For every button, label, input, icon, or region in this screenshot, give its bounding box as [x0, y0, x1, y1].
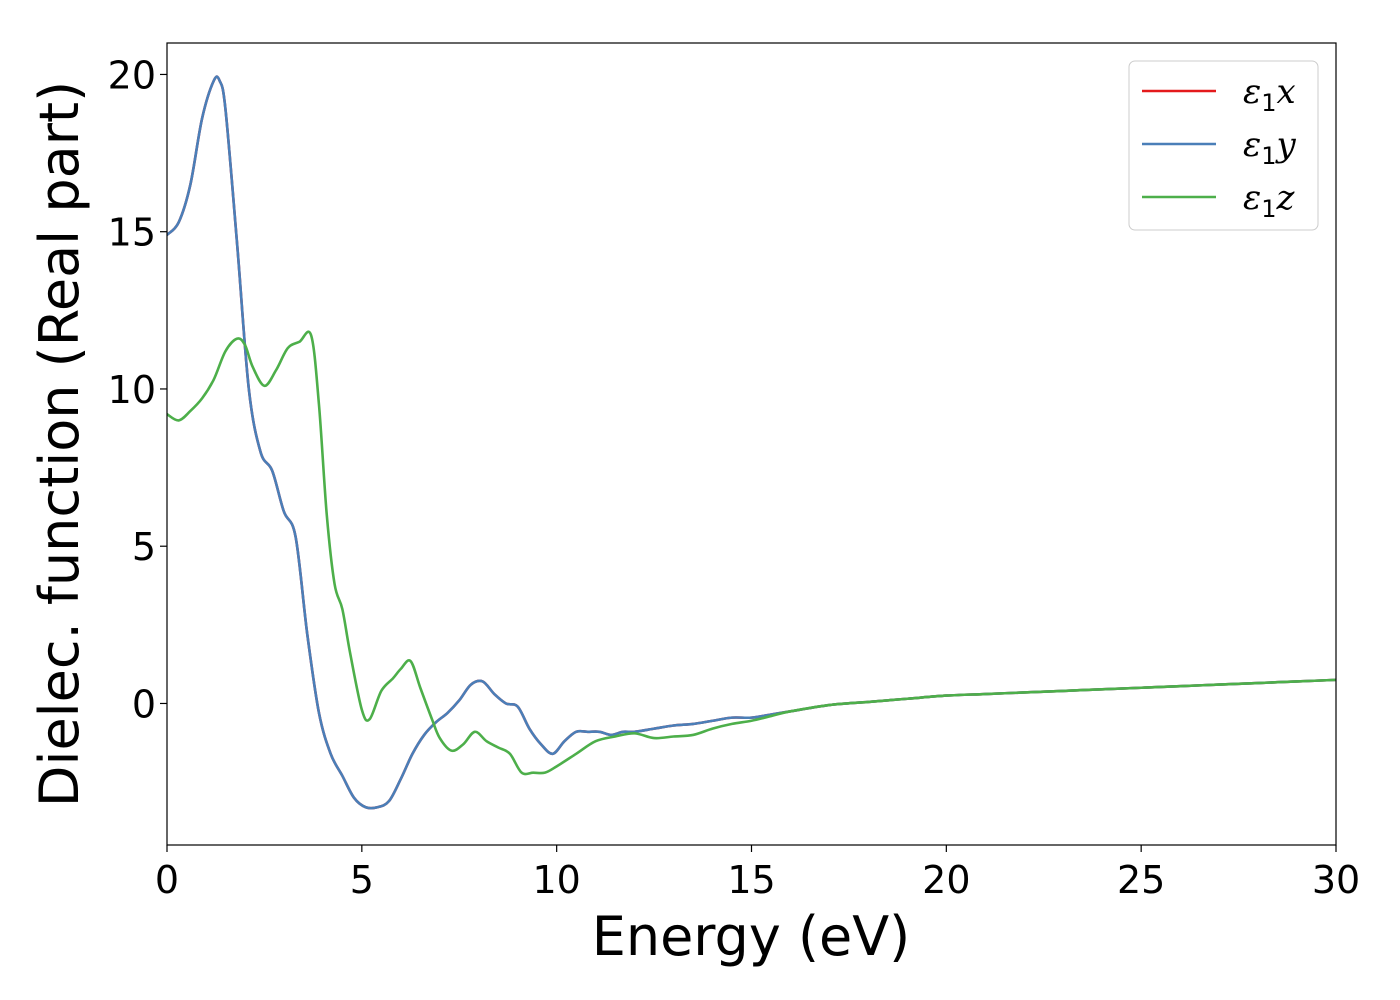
- legend-label-z: ε1z: [1243, 178, 1296, 223]
- x-tick-label: 10: [532, 858, 580, 902]
- legend-box: [1128, 60, 1319, 231]
- x-axis-label: Energy (eV): [592, 905, 911, 968]
- legend: ε1x ε1y ε1z: [1128, 60, 1319, 231]
- x-tick-label: 15: [727, 858, 775, 902]
- x-tick-label: 5: [350, 858, 374, 902]
- series-layer: [167, 75, 1336, 810]
- x-tick-label: 0: [155, 858, 179, 902]
- legend-label-y: ε1y: [1243, 125, 1297, 170]
- x-tick-label: 30: [1312, 858, 1360, 902]
- y-tick-label: 20: [108, 53, 156, 97]
- y-tick-label: 5: [132, 525, 156, 569]
- x-tick-label: 25: [1117, 858, 1165, 902]
- x-tick-label: 20: [922, 858, 970, 902]
- y-axis-ticks: 0 5 10 15 20: [108, 53, 167, 726]
- y-tick-label: 10: [108, 368, 156, 412]
- x-axis-ticks: 0 5 10 15 20 25 30: [155, 845, 1360, 902]
- y-tick-label: 15: [108, 211, 156, 255]
- series-line-z: [167, 330, 1336, 776]
- legend-label-x: ε1x: [1243, 72, 1296, 117]
- y-tick-label: 0: [132, 682, 156, 726]
- y-axis-label: Dielec. function (Real part): [28, 81, 91, 807]
